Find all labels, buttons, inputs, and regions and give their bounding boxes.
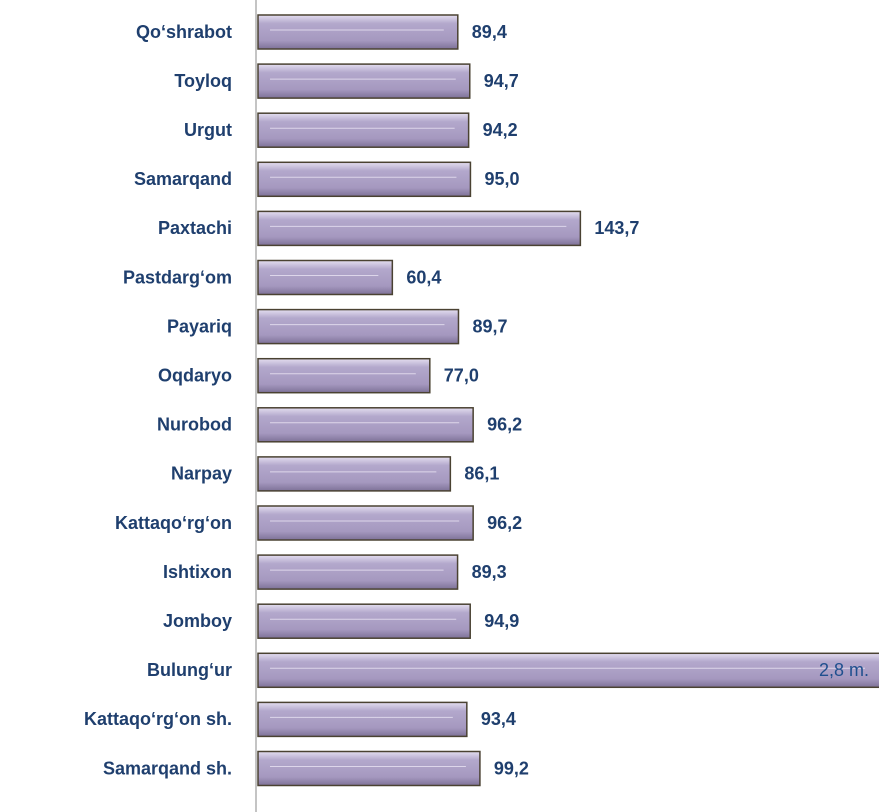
bar [257, 308, 460, 345]
category-label: Toyloq [174, 71, 232, 91]
value-label: 2,8 m. [819, 660, 869, 680]
category-label: Paxtachi [158, 218, 232, 238]
bar [257, 14, 459, 50]
value-label: 96,2 [487, 415, 522, 435]
value-label: 77,0 [444, 365, 479, 385]
bar [257, 456, 452, 492]
value-label: 93,4 [481, 709, 516, 729]
bar [257, 259, 394, 296]
category-label: Ishtixon [163, 562, 232, 582]
value-label: 143,7 [594, 218, 639, 238]
value-label: 94,2 [483, 120, 518, 140]
bars [257, 14, 879, 787]
bar [257, 750, 481, 787]
bar [257, 407, 474, 443]
category-label: Bulung‘ur [147, 660, 232, 680]
bar [257, 652, 879, 689]
category-label: Pastdarg‘om [123, 267, 232, 287]
category-label: Kattaqo‘rg‘on sh. [84, 709, 232, 729]
bar [257, 505, 474, 541]
bar [257, 210, 582, 247]
category-label: Narpay [171, 464, 232, 484]
bar [257, 161, 472, 198]
value-label: 94,9 [484, 611, 519, 631]
category-label: Nurobod [157, 415, 232, 435]
bar [257, 112, 470, 148]
category-label: Oqdaryo [158, 365, 232, 385]
category-label: Qo‘shrabot [136, 22, 232, 42]
category-label: Samarqand [134, 169, 232, 189]
bar [257, 554, 459, 590]
category-label: Kattaqo‘rg‘on [115, 513, 232, 533]
value-label: 60,4 [406, 267, 441, 287]
value-label: 96,2 [487, 513, 522, 533]
category-label: Payariq [167, 316, 232, 336]
value-label: 89,3 [472, 562, 507, 582]
value-label: 99,2 [494, 758, 529, 778]
bar [257, 357, 431, 394]
bar [257, 701, 468, 738]
value-label: 89,4 [472, 22, 507, 42]
value-label: 86,1 [464, 464, 499, 484]
bar [257, 603, 471, 639]
value-label: 95,0 [484, 169, 519, 189]
category-label: Jomboy [163, 611, 232, 631]
bar [257, 63, 471, 99]
value-label: 89,7 [472, 316, 507, 336]
category-label: Samarqand sh. [103, 758, 232, 778]
value-label: 94,7 [484, 71, 519, 91]
category-label: Urgut [184, 120, 232, 140]
